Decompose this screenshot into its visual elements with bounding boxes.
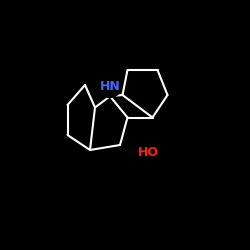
Circle shape — [138, 141, 160, 164]
Circle shape — [99, 75, 121, 98]
Text: HO: HO — [138, 146, 159, 159]
Text: HN: HN — [100, 80, 120, 93]
